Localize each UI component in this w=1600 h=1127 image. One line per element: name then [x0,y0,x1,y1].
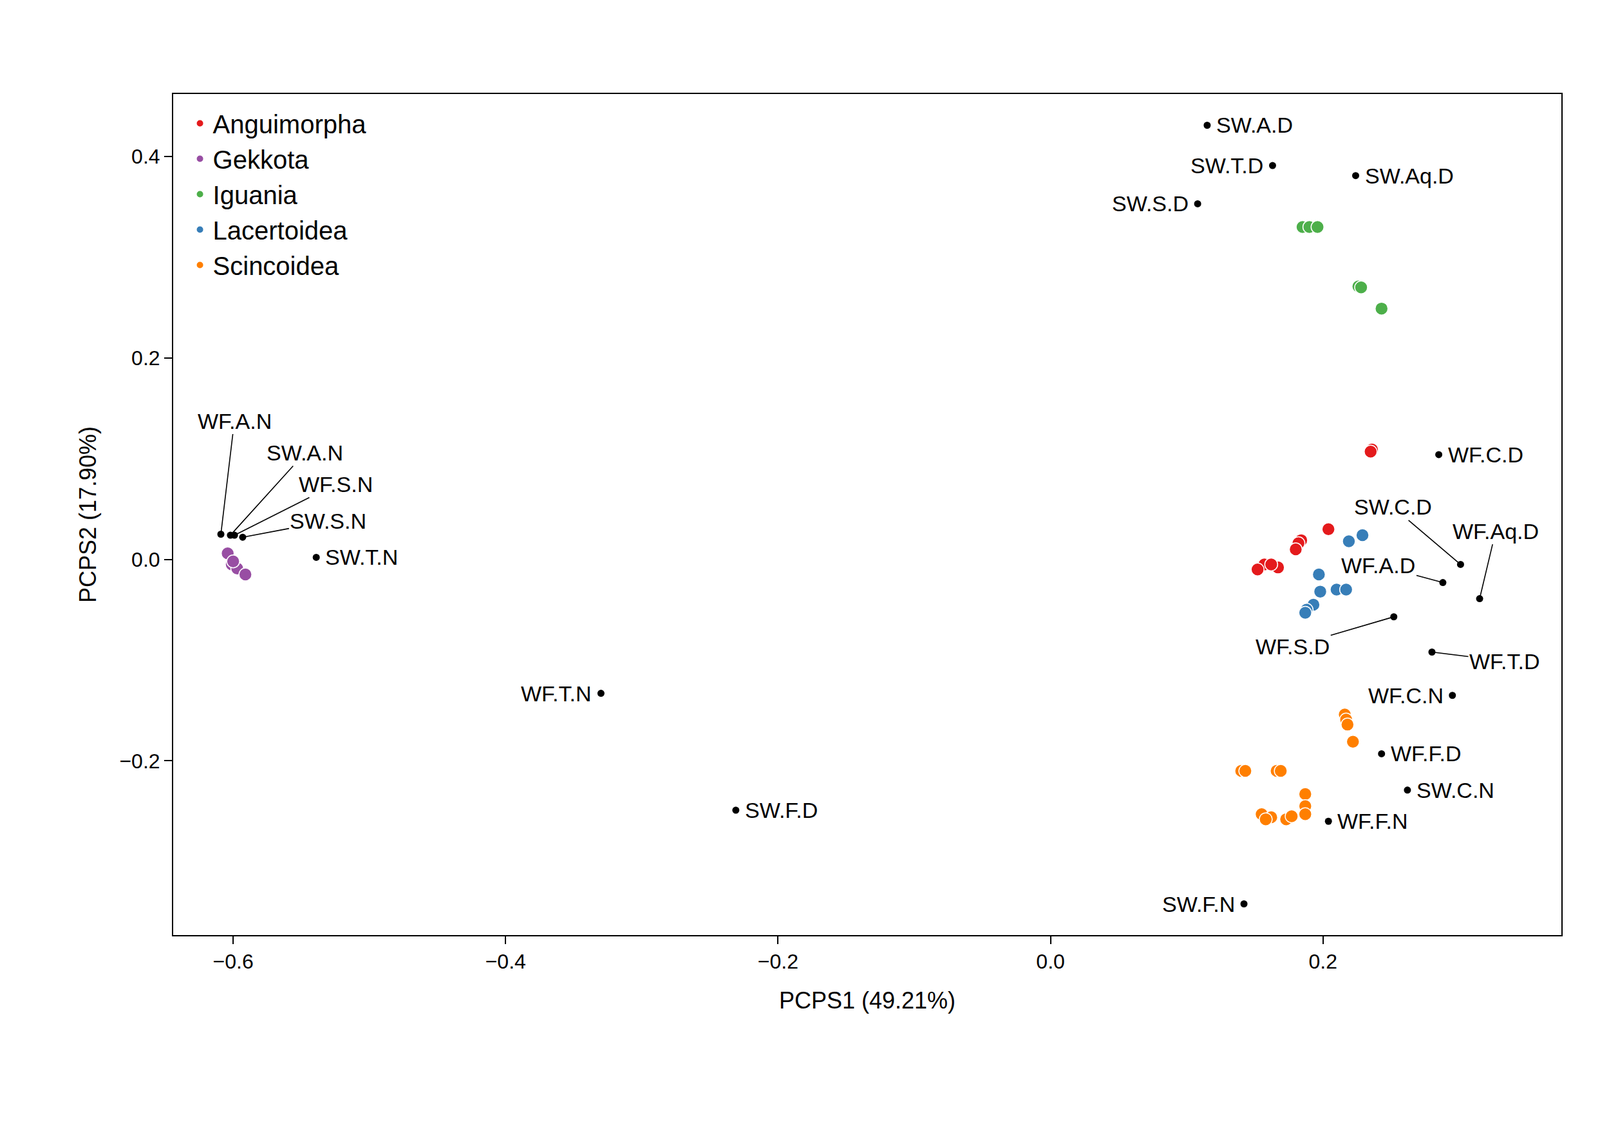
svg-text:0.2: 0.2 [131,346,160,370]
svg-text:WF.F.N: WF.F.N [1337,808,1409,834]
svg-text:−0.2: −0.2 [119,749,160,773]
svg-text:WF.S.D: WF.S.D [1255,634,1330,659]
svg-text:0.4: 0.4 [131,144,160,169]
svg-text:−0.6: −0.6 [213,949,254,973]
svg-text:SW.S.N: SW.S.N [289,508,367,534]
svg-text:−0.2: −0.2 [757,949,799,973]
svg-text:SW.S.D: SW.S.D [1111,191,1189,216]
svg-text:WF.C.D: WF.C.D [1448,442,1524,467]
svg-text:Scincoidea: Scincoidea [213,251,340,281]
svg-text:Anguimorpha: Anguimorpha [213,110,368,139]
svg-text:SW.T.D: SW.T.D [1190,153,1264,178]
svg-text:WF.Aq.D: WF.Aq.D [1452,518,1539,544]
svg-text:0.2: 0.2 [1308,949,1337,973]
svg-text:Iguania: Iguania [213,180,299,210]
svg-text:−0.4: −0.4 [485,949,527,973]
svg-text:SW.F.D: SW.F.D [744,797,818,823]
svg-text:PCPS2 (17.90%): PCPS2 (17.90%) [74,426,102,603]
svg-text:WF.S.N: WF.S.N [298,471,373,497]
svg-text:WF.T.D: WF.T.D [1469,649,1541,674]
svg-text:WF.F.D: WF.F.D [1390,741,1462,766]
svg-text:0.0: 0.0 [131,547,160,572]
svg-text:SW.F.N: SW.F.N [1162,891,1235,917]
svg-text:0.0: 0.0 [1035,949,1065,973]
svg-text:WF.T.N: WF.T.N [520,681,592,706]
svg-text:SW.C.D: SW.C.D [1354,494,1432,519]
svg-text:Gekkota: Gekkota [213,145,310,174]
svg-text:SW.A.D: SW.A.D [1216,112,1293,138]
svg-text:WF.A.N: WF.A.N [197,408,272,434]
svg-text:SW.C.N: SW.C.N [1416,777,1495,803]
svg-text:Lacertoidea: Lacertoidea [213,216,349,245]
svg-text:WF.A.D: WF.A.D [1341,553,1416,578]
svg-text:PCPS1 (49.21%): PCPS1 (49.21%) [779,987,956,1014]
svg-text:WF.C.N: WF.C.N [1368,683,1444,708]
svg-text:SW.Aq.D: SW.Aq.D [1364,163,1454,189]
svg-text:SW.T.N: SW.T.N [325,544,398,570]
svg-text:SW.A.N: SW.A.N [266,440,344,465]
